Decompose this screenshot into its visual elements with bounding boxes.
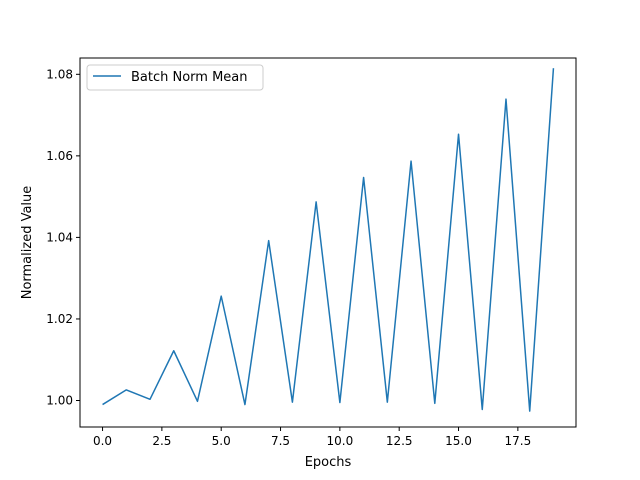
data-point <box>432 401 437 406</box>
x-axis-title: Epochs <box>305 455 352 470</box>
data-point <box>361 175 366 180</box>
data-point <box>503 97 508 102</box>
x-tick-label: 2.5 <box>152 434 171 448</box>
y-tick-label: 1.08 <box>46 67 73 81</box>
data-point <box>385 400 390 405</box>
y-axis: 1.00 1.02 1.04 1.06 1.08 <box>46 67 80 407</box>
series-layer <box>100 66 556 414</box>
x-tick-label: 0.0 <box>93 434 112 448</box>
y-axis-title: Normalized Value <box>20 186 35 300</box>
data-point <box>337 400 342 405</box>
x-tick-label: 12.5 <box>386 434 413 448</box>
legend-box <box>86 64 264 91</box>
legend: Batch Norm Mean <box>86 64 264 91</box>
x-tick-label: 15.0 <box>445 434 472 448</box>
data-point <box>124 387 129 392</box>
data-point <box>195 399 200 404</box>
legend-label: Batch Norm Mean <box>131 70 248 85</box>
data-point <box>242 402 247 407</box>
data-point <box>171 348 176 353</box>
data-point <box>290 400 295 405</box>
data-point <box>219 294 224 299</box>
data-point <box>266 238 271 243</box>
data-point <box>551 66 556 71</box>
x-tick-label: 10.0 <box>327 434 354 448</box>
data-point <box>409 159 414 164</box>
data-point <box>100 402 105 407</box>
x-tick-label: 17.5 <box>504 434 531 448</box>
x-tick-label: 5.0 <box>212 434 231 448</box>
data-point <box>148 397 153 402</box>
x-axis: 0.0 2.5 5.0 7.5 10.0 12.5 15.0 17.5 <box>93 427 531 448</box>
x-tick-label: 7.5 <box>271 434 290 448</box>
series-line <box>102 68 555 412</box>
y-tick-label: 1.06 <box>46 149 73 163</box>
data-point <box>480 407 485 412</box>
data-point <box>527 409 532 414</box>
data-point <box>456 132 461 137</box>
y-tick-label: 1.00 <box>46 393 73 407</box>
y-tick-label: 1.02 <box>46 312 73 326</box>
y-tick-label: 1.04 <box>46 230 73 244</box>
plot-frame <box>79 57 577 428</box>
data-point <box>314 199 319 204</box>
